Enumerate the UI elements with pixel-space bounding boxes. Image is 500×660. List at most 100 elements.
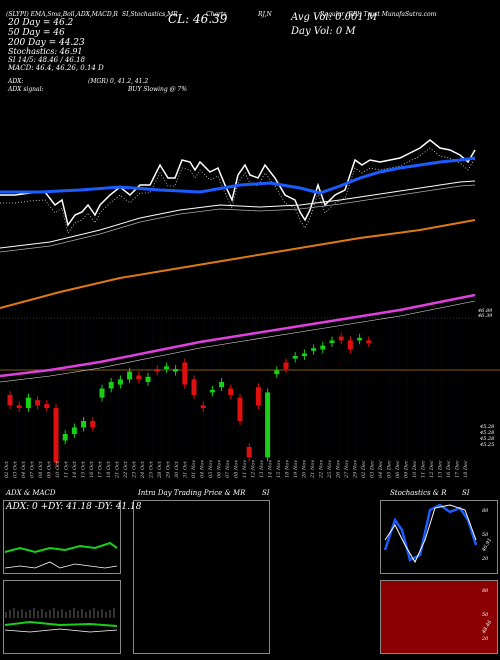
candle-body bbox=[200, 405, 206, 408]
intra-panel bbox=[133, 500, 270, 654]
x-date-label: 11 Oct bbox=[64, 460, 70, 478]
adx-signal-label: ADX signal: bbox=[8, 86, 44, 93]
x-date-label: 13 Dec bbox=[438, 460, 444, 478]
x-date-label: 21 Oct bbox=[115, 460, 121, 479]
price-label-low-4: 45.25 bbox=[480, 442, 495, 448]
x-date-label: 17 Dec bbox=[455, 460, 461, 478]
x-date-label: 10 Oct bbox=[55, 460, 61, 478]
candle-body bbox=[301, 353, 307, 356]
x-date-label: 08 Nov bbox=[234, 460, 240, 478]
candle-body bbox=[366, 340, 372, 343]
candle-body bbox=[90, 421, 96, 428]
x-date-label: 19 Nov bbox=[293, 460, 299, 478]
x-date-label: 16 Dec bbox=[446, 460, 452, 478]
x-date-label: 12 Dec bbox=[429, 460, 435, 478]
x-date-label: 21 Nov bbox=[310, 460, 316, 479]
candle-body bbox=[329, 340, 335, 343]
x-date-label: 14 Nov bbox=[268, 460, 274, 478]
x-date-label: 04 Dec bbox=[378, 460, 384, 478]
stoch-panel bbox=[380, 500, 498, 574]
stoch-axis-20: 20 bbox=[482, 556, 489, 562]
x-date-label: 05 Nov bbox=[208, 460, 214, 478]
candle-body bbox=[173, 369, 179, 372]
price-label-low-2: 45.28 bbox=[480, 430, 495, 436]
candle-body bbox=[265, 392, 271, 458]
adx-panel bbox=[3, 500, 121, 574]
x-date-label: 14 Oct bbox=[72, 460, 78, 478]
candle-body bbox=[347, 340, 353, 350]
candle-body bbox=[320, 345, 326, 350]
price-label-1: 46.89 bbox=[478, 308, 493, 314]
x-date-label: 10 Dec bbox=[412, 460, 418, 478]
adx-di-line bbox=[4, 561, 118, 569]
x-date-label: 24 Oct bbox=[140, 460, 146, 479]
x-date-label: 09 Dec bbox=[404, 460, 410, 478]
x-date-label: 18 Nov bbox=[285, 460, 291, 478]
x-date-label: 20 Nov bbox=[302, 460, 308, 479]
candle-body bbox=[108, 382, 114, 389]
x-date-label: 27 Nov bbox=[344, 460, 350, 479]
candle-body bbox=[99, 388, 105, 398]
candle-body bbox=[255, 387, 261, 406]
x-date-label: 30 Oct bbox=[174, 460, 180, 478]
candle-body bbox=[53, 408, 59, 463]
adx-value: (MGR) 0, 41.2, 41.2 bbox=[88, 78, 149, 85]
adx-signal-value: BUY Slowing @ 7% bbox=[128, 86, 188, 93]
x-date-label: 06 Nov bbox=[217, 460, 223, 478]
intra-si: SI bbox=[262, 489, 270, 497]
candle-body bbox=[182, 362, 188, 385]
x-date-label: 15 Nov bbox=[276, 460, 282, 478]
bollinger-inner-line bbox=[0, 300, 476, 383]
candle-body bbox=[81, 421, 87, 428]
ema200-label: 200 Day = 44.23 bbox=[8, 38, 85, 48]
candle-body bbox=[145, 376, 151, 382]
candle-body bbox=[7, 395, 13, 406]
x-date-label: 28 Oct bbox=[157, 460, 163, 479]
x-date-label: 22 Nov bbox=[319, 460, 325, 479]
x-date-label: 16 Oct bbox=[89, 460, 95, 478]
candle-body bbox=[136, 375, 142, 380]
candle-body bbox=[44, 404, 50, 408]
candle-body bbox=[71, 427, 77, 434]
ema50-line-1 bbox=[0, 180, 476, 249]
header-line1-far: Regular (RPI) Trust MunafaSutra.com bbox=[320, 11, 437, 18]
candle-body bbox=[191, 379, 197, 395]
rsi-axis-50: 50 bbox=[482, 612, 489, 618]
si-label: SI 14/5: 48.46 / 46.18 bbox=[8, 56, 85, 64]
ema50-line-2 bbox=[0, 184, 476, 253]
macd-panel bbox=[3, 580, 121, 654]
x-date-label: 15 Oct bbox=[81, 460, 87, 478]
x-date-label: 29 Nov bbox=[353, 460, 359, 479]
candle-body bbox=[311, 348, 317, 351]
x-date-label: 09 Oct bbox=[47, 460, 53, 478]
x-date-label: 26 Nov bbox=[336, 460, 342, 479]
x-date-label: 17 Oct bbox=[98, 460, 104, 478]
x-date-label: 03 Dec bbox=[370, 460, 376, 478]
candle-body bbox=[16, 405, 22, 408]
x-date-label: 06 Dec bbox=[395, 460, 401, 478]
candle-body bbox=[154, 369, 160, 372]
x-date-label: 12 Nov bbox=[251, 460, 257, 478]
x-date-label: 11 Dec bbox=[421, 460, 427, 478]
ema-dotted-line bbox=[0, 147, 476, 234]
adx-line bbox=[4, 541, 118, 554]
x-date-label: 07 Nov bbox=[225, 460, 231, 478]
day-vol: Day Vol: 0 M bbox=[291, 26, 356, 37]
x-date-label: 01 Nov bbox=[191, 460, 197, 478]
candle-body bbox=[246, 447, 252, 458]
macd-signal-line bbox=[4, 628, 118, 633]
x-date-label: 11 Nov bbox=[242, 460, 248, 478]
ema50-label: 50 Day = 46 bbox=[8, 28, 65, 38]
header-line1-left: (SLYPI) EMA,Sma,Boll,ADX,MACD,R bbox=[6, 11, 118, 18]
x-date-label: 02 Dec bbox=[361, 460, 367, 478]
price-label-low-3: 45.28 bbox=[480, 436, 495, 442]
x-date-label: 03 Oct bbox=[13, 460, 19, 478]
candle-body bbox=[219, 382, 225, 388]
avg-vol: Avg Vol: 0.001 M bbox=[291, 12, 378, 23]
stoch-k-line bbox=[383, 503, 478, 562]
ema200-line bbox=[0, 219, 476, 309]
candle-body bbox=[25, 397, 31, 408]
x-date-label: 13 Nov bbox=[259, 460, 265, 478]
candle-body bbox=[228, 388, 234, 395]
